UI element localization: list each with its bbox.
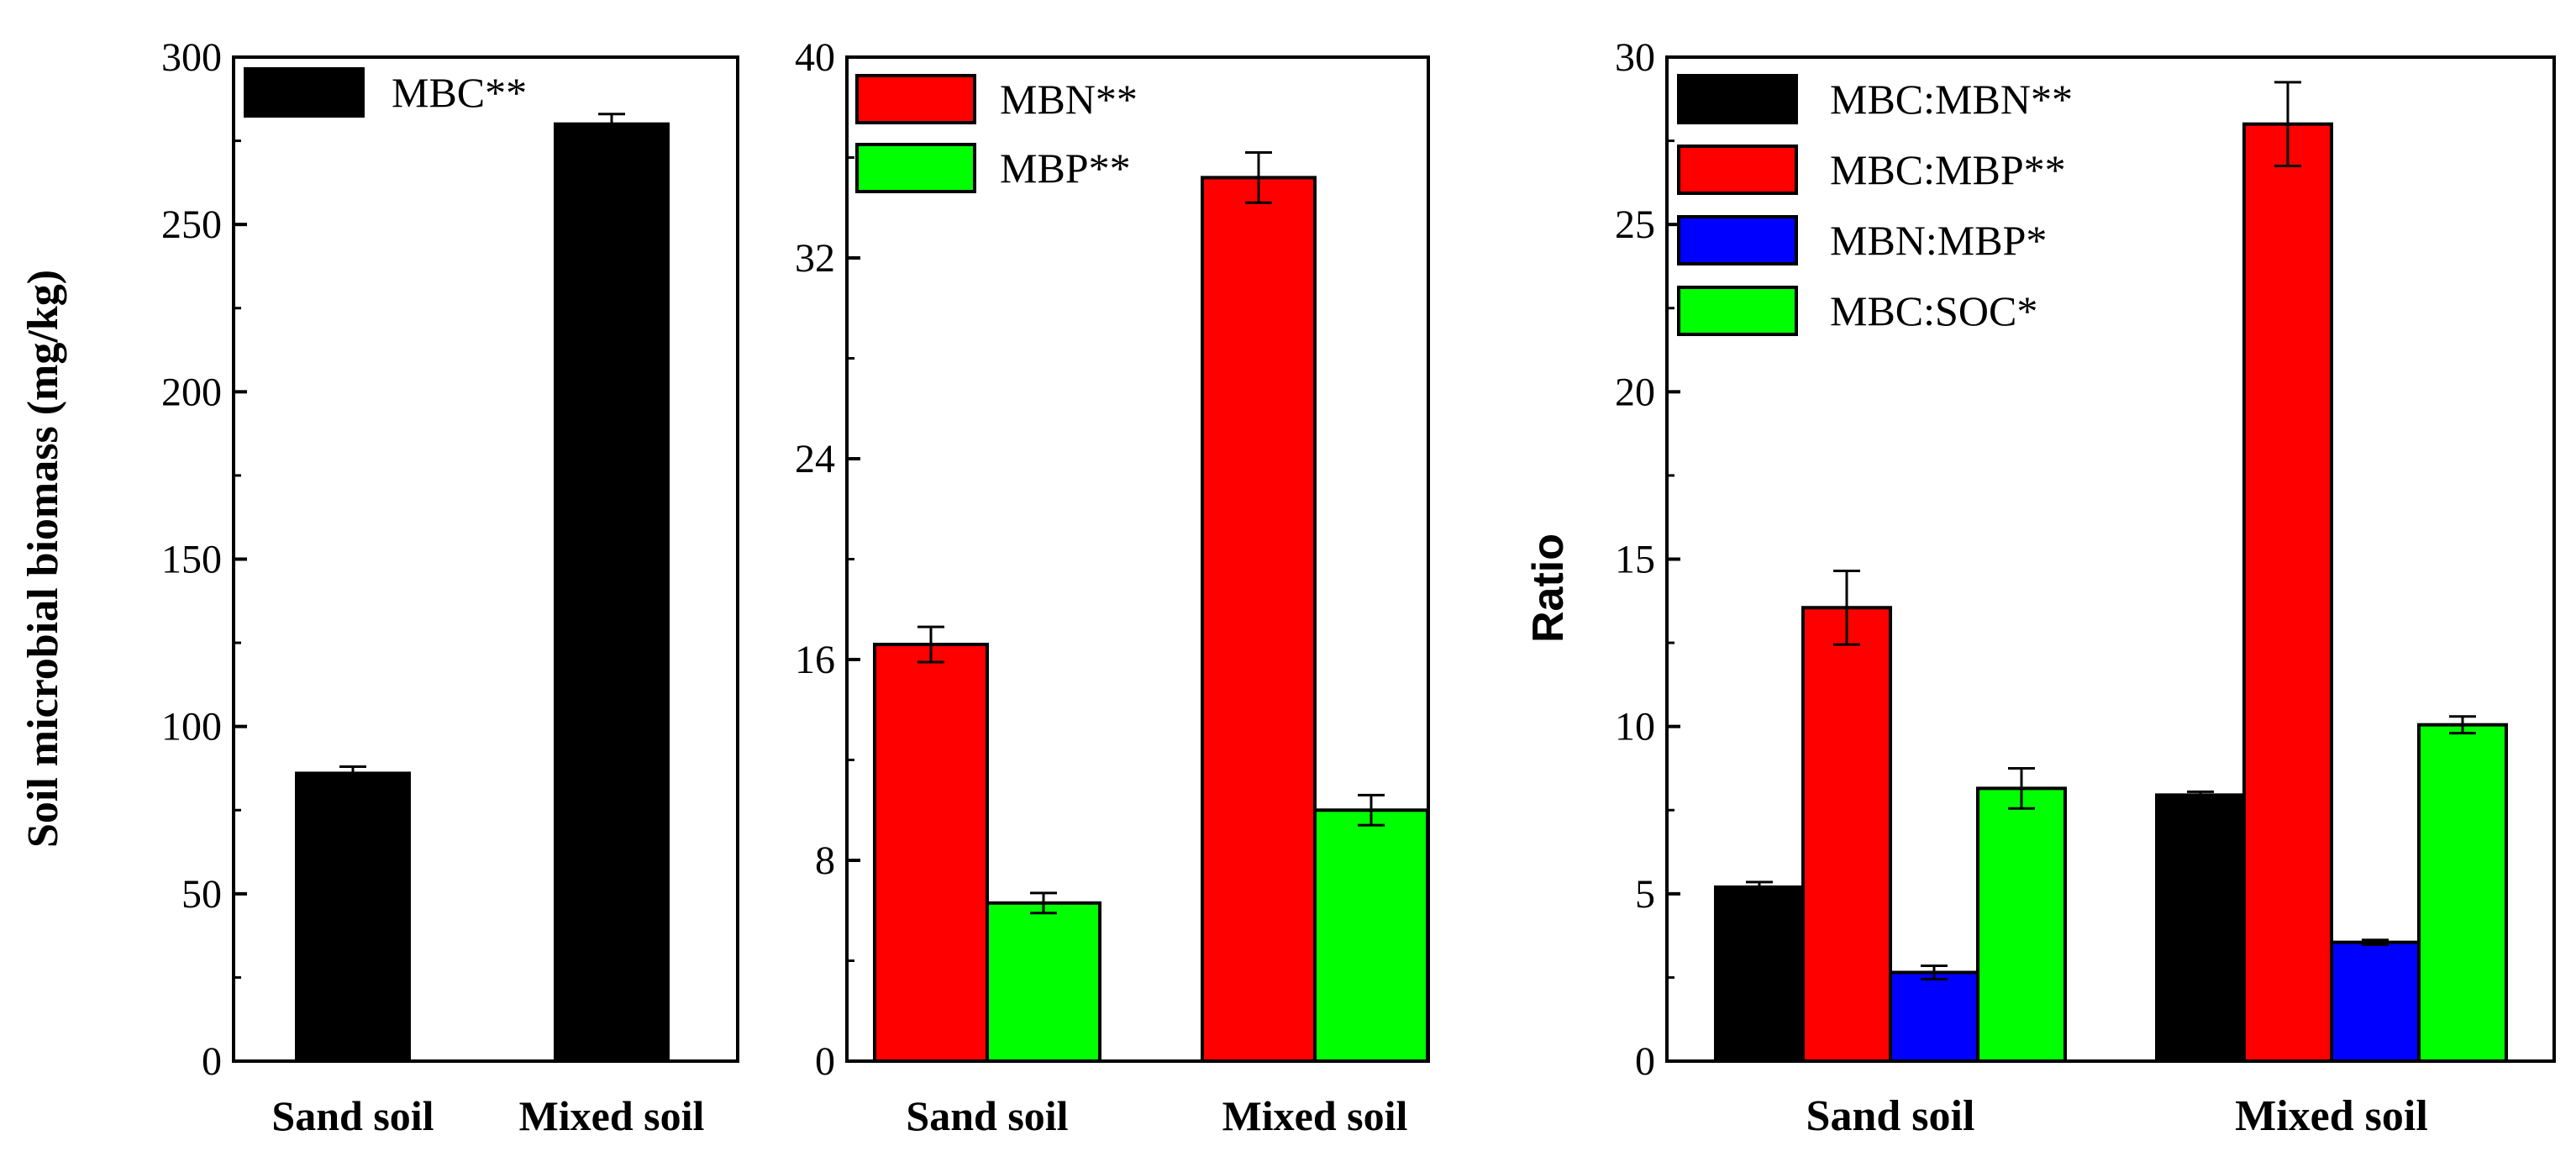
legend-swatch — [855, 143, 976, 193]
y-tick-label: 250 — [161, 202, 222, 247]
panel-mbc-frame — [232, 55, 739, 1063]
y-tick-label: 50 — [181, 872, 222, 917]
bar-panel-mbn-mbp-mbp-1 — [1313, 808, 1429, 1063]
y-tick-label: 5 — [1635, 872, 1655, 917]
x-tick-label: Sand soil — [271, 1092, 434, 1139]
legend-swatch — [244, 67, 365, 118]
bar-panel-ratio-mbc-mbn-1 — [2155, 793, 2246, 1063]
bar-panel-mbc-mbc-0 — [295, 771, 411, 1064]
y-tick-label: 100 — [161, 705, 222, 749]
legend-label: MBN** — [1000, 76, 1138, 123]
x-tick-label: Mixed soil — [1222, 1092, 1408, 1139]
legend-label: MBP** — [1000, 145, 1131, 192]
y-tick-label: 150 — [161, 538, 222, 582]
y-tick-label: 300 — [161, 35, 222, 80]
bar-panel-ratio-mbn-mbp-1 — [2330, 940, 2421, 1064]
y-tick-label: 10 — [1615, 705, 1655, 749]
y-tick-label: 32 — [795, 236, 835, 281]
panel-mbc-chart: MBC** 0 50 100 150 200 250 300 Sand soil Mixed … — [19, 35, 739, 1139]
y-tick-label: 20 — [1615, 370, 1655, 414]
y-tick-label: 30 — [1615, 35, 1655, 80]
x-tick-label: Sand soil — [906, 1092, 1068, 1139]
y-tick-label: 0 — [815, 1039, 835, 1084]
panel-mbc-ylabel: Soil microbial biomass (mg/kg) — [19, 270, 67, 848]
y-tick-label: 40 — [795, 35, 835, 80]
y-tick-label: 16 — [795, 638, 835, 682]
legend-swatch — [1677, 74, 1798, 124]
x-tick-label: Mixed soil — [2235, 1092, 2428, 1140]
panel-ratio-ylabel: Ratio — [1524, 534, 1573, 643]
bar-panel-ratio-mbc-mbn-0 — [1714, 885, 1805, 1064]
y-tick-label: 200 — [161, 370, 222, 414]
x-tick-label: Sand soil — [1806, 1092, 1975, 1140]
y-tick-label: 0 — [1635, 1039, 1655, 1084]
bar-panel-mbn-mbp-mbn-0 — [873, 643, 989, 1063]
legend-swatch — [1677, 286, 1798, 336]
legend-label: MBC:MBN** — [1830, 76, 2073, 123]
legend-label: MBC:SOC* — [1830, 287, 2037, 334]
y-tick-label: 0 — [202, 1039, 222, 1084]
y-tick-label: 25 — [1615, 202, 1655, 247]
x-tick-label: Mixed soil — [519, 1092, 705, 1139]
bar-panel-ratio-mbc-soc-0 — [1976, 786, 2067, 1063]
legend-swatch — [855, 74, 976, 124]
bar-panel-mbn-mbp-mbn-1 — [1201, 176, 1317, 1063]
panel-mbn-mbp-chart: MBN** MBP** 0 8 16 24 32 40 Sand soil Mixed soi… — [795, 35, 1430, 1139]
bar-panel-ratio-mbc-soc-1 — [2417, 723, 2508, 1063]
panel-mbn-mbp-frame — [845, 55, 1430, 1063]
y-tick-label: 15 — [1615, 538, 1655, 582]
bar-panel-ratio-mbc-mbp-0 — [1801, 606, 1892, 1063]
panel-ratio-chart: MBC:MBN** MBC:MBP** MBN:MBP* MBC:SOC* 0 5 10 1… — [1524, 35, 2556, 1140]
bar-panel-ratio-mbc-mbp-1 — [2242, 122, 2333, 1064]
bar-panel-mbc-mbc-1 — [554, 122, 670, 1064]
panel-ratio-frame — [1665, 55, 2556, 1063]
y-tick-label: 8 — [815, 838, 835, 883]
legend-label: MBC:MBP** — [1830, 146, 2066, 193]
legend-label: MBN:MBP* — [1830, 217, 2047, 264]
legend-swatch — [1677, 215, 1798, 265]
y-tick-label: 24 — [795, 437, 835, 481]
legend-label: MBC** — [392, 69, 527, 116]
bar-panel-mbn-mbp-mbp-0 — [986, 901, 1101, 1063]
bar-panel-ratio-mbn-mbp-0 — [1889, 970, 1979, 1063]
legend-swatch — [1677, 145, 1798, 195]
